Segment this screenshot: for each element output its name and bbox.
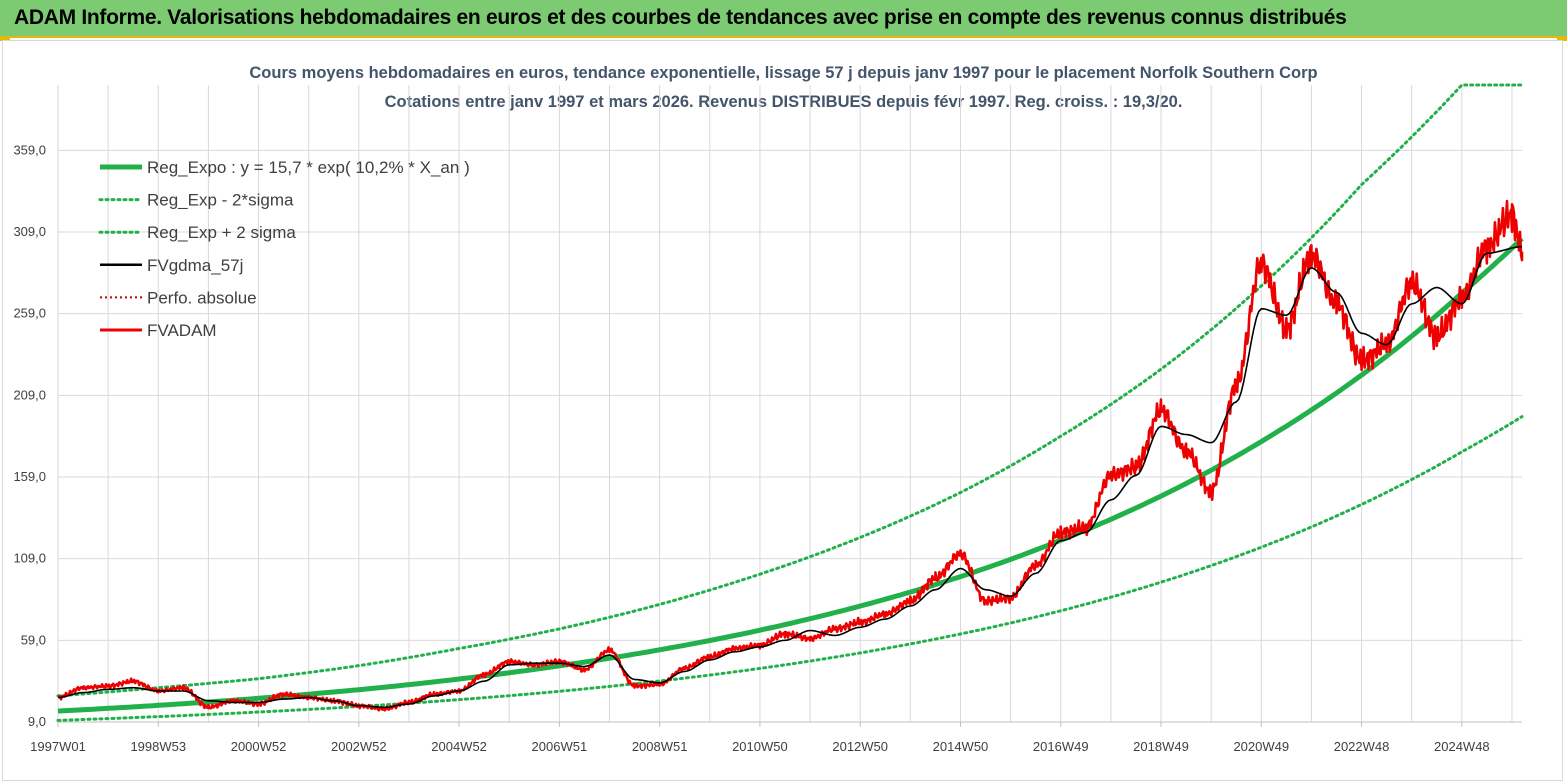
y-tick-label: 359,0 bbox=[13, 142, 46, 157]
y-tick-label: 209,0 bbox=[13, 387, 46, 402]
x-tick-label: 2020W49 bbox=[1233, 739, 1289, 754]
chart-title: Cours moyens hebdomadaires en euros, ten… bbox=[249, 64, 1318, 82]
x-tick-label: 2024W48 bbox=[1434, 739, 1490, 754]
header-corner-right bbox=[1557, 38, 1567, 41]
x-tick-label: 2014W50 bbox=[933, 739, 989, 754]
legend-label-sigma_plus: Reg_Exp + 2 sigma bbox=[147, 223, 296, 242]
y-tick-label: 159,0 bbox=[13, 469, 46, 484]
legend-label-fvadam: FVADAM bbox=[147, 321, 217, 340]
x-tick-label: 2006W51 bbox=[532, 739, 588, 754]
series-reg-minus-2sigma bbox=[56, 415, 1524, 722]
series-fvgdma bbox=[57, 245, 1523, 709]
x-tick-label: 2002W52 bbox=[331, 739, 387, 754]
y-tick-label: 9,0 bbox=[28, 714, 46, 729]
series-fvadam bbox=[57, 199, 1524, 712]
x-tick-label: 2016W49 bbox=[1033, 739, 1089, 754]
x-tick-label: 1998W53 bbox=[130, 739, 186, 754]
chart-frame bbox=[2, 40, 1563, 781]
x-tick-label: 2012W50 bbox=[832, 739, 888, 754]
series-reg-plus-2sigma bbox=[56, 83, 1524, 698]
header-title: ADAM Informe. Valorisations hebdomadaire… bbox=[14, 6, 1347, 29]
x-tick-label: 1997W01 bbox=[30, 739, 86, 754]
legend-label-sigma_minus: Reg_Exp - 2*sigma bbox=[147, 191, 294, 210]
y-tick-label: 59,0 bbox=[21, 632, 46, 647]
x-tick-label: 2004W52 bbox=[431, 739, 487, 754]
header-corner-left bbox=[0, 38, 10, 41]
legend-label-perfo: Perfo. absolue bbox=[147, 288, 257, 307]
y-tick-label: 109,0 bbox=[13, 551, 46, 566]
y-tick-label: 259,0 bbox=[13, 306, 46, 321]
x-tick-label: 2000W52 bbox=[231, 739, 287, 754]
y-tick-label: 309,0 bbox=[13, 224, 46, 239]
header-bar: ADAM Informe. Valorisations hebdomadaire… bbox=[0, 0, 1567, 38]
x-tick-label: 2022W48 bbox=[1334, 739, 1390, 754]
x-tick-label: 2008W51 bbox=[632, 739, 688, 754]
chart-subtitle: Cotations entre janv 1997 et mars 2026. … bbox=[384, 93, 1183, 111]
series-reg-expo bbox=[57, 236, 1524, 714]
legend-label-reg_expo: Reg_Expo : y = 15,7 * exp( 10,2% * X_an … bbox=[147, 158, 470, 177]
legend-label-fvgdma: FVgdma_57j bbox=[147, 256, 243, 275]
x-tick-label: 2018W49 bbox=[1133, 739, 1189, 754]
x-tick-label: 2010W50 bbox=[732, 739, 788, 754]
